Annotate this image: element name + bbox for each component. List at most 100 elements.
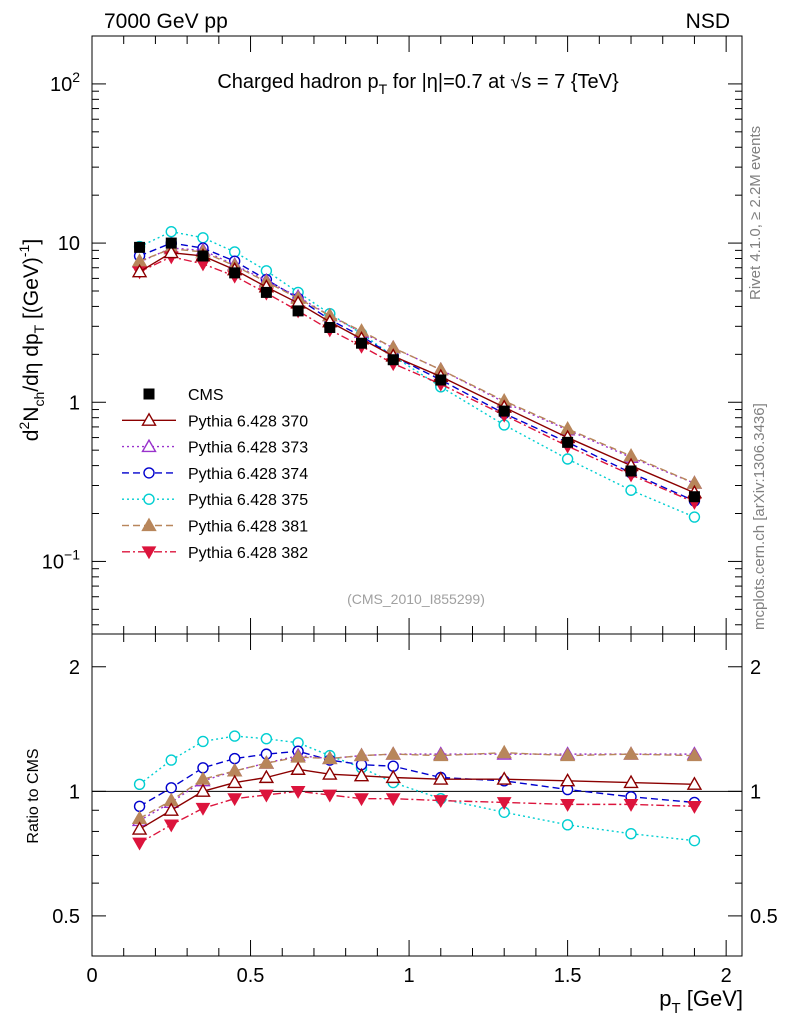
data-point-s375 <box>688 511 701 523</box>
legend-label: Pythia 6.428 375 <box>188 492 308 509</box>
analysis-watermark: (CMS_2010_I855299) <box>347 591 485 607</box>
legend-marker <box>141 517 157 532</box>
data-point-s375 <box>625 484 637 496</box>
ratio-point-s375 <box>260 733 273 745</box>
legend-entry-s374: Pythia 6.428 374 <box>122 466 308 483</box>
ratio-series-s381 <box>131 744 703 825</box>
main-y-tick-label: 1 <box>69 392 80 414</box>
data-point-data <box>498 405 510 417</box>
legend-marker <box>141 546 157 560</box>
chart-title: Charged hadron pT for |η|=0.7 at √s = 7 … <box>217 71 619 97</box>
ratio-point-s370 <box>559 772 576 787</box>
ratio-point-s382 <box>385 793 401 807</box>
ratio-panel-frame <box>91 633 743 957</box>
ratio-point-s370 <box>163 802 179 816</box>
ratio-series-group <box>131 730 703 851</box>
data-point-data <box>260 286 272 298</box>
series-line-s374 <box>139 242 695 502</box>
ratio-point-s370 <box>385 769 401 784</box>
ratio-point-s374 <box>165 782 177 794</box>
ratio-point-s370 <box>290 761 306 775</box>
ratio-point-s382 <box>132 837 147 851</box>
legend-marker <box>143 493 155 505</box>
data-point-data <box>134 241 146 253</box>
legend-entry-s382: Pythia 6.428 382 <box>122 545 308 562</box>
ratio-y-tick-label: 1 <box>69 781 80 803</box>
ratio-point-s382 <box>496 797 512 810</box>
mcplots-label: mcplots.cern.ch [arXiv:1306.3436] <box>751 403 768 630</box>
ratio-point-s370 <box>353 767 370 782</box>
main-y-tick-label: 102 <box>50 69 80 96</box>
data-point-data <box>165 237 177 249</box>
legend-label: Pythia 6.428 381 <box>188 519 308 536</box>
ratio-point-s375 <box>197 735 209 748</box>
data-point-data <box>229 267 241 279</box>
ratio-point-s382 <box>163 819 179 833</box>
series-line-s373 <box>139 247 695 484</box>
data-point-s375 <box>228 246 241 258</box>
x-tick-label: 0.5 <box>237 965 265 987</box>
ratio-point-s370 <box>258 769 275 784</box>
ratio-point-s370 <box>226 774 243 789</box>
ratio-point-s382 <box>227 793 243 807</box>
data-point-data <box>387 354 399 366</box>
ratio-point-s381 <box>559 747 576 762</box>
data-point-data <box>435 374 447 386</box>
ratio-line-s382 <box>139 790 695 844</box>
ratio-point-s375 <box>561 819 574 831</box>
ratio-series-s375 <box>133 730 701 847</box>
ratio-y-axis-label: Ratio to CMS <box>25 748 42 843</box>
ratio-point-s375 <box>133 778 146 790</box>
data-point-s370 <box>163 244 179 259</box>
data-point-s375 <box>197 232 209 244</box>
ratio-point-s382 <box>322 789 338 803</box>
main-y-tick-label: 10−1 <box>42 546 80 573</box>
x-axis-label: pT [GeV] <box>659 986 743 1017</box>
ratio-point-s382 <box>623 798 639 812</box>
ratio-point-s370 <box>623 774 639 789</box>
legend-entry-data: CMS <box>143 387 224 404</box>
data-point-data <box>562 436 574 448</box>
data-point-data <box>324 321 336 333</box>
ratio-line-s381 <box>139 751 695 820</box>
ratio-y-tick-label: 2 <box>69 657 80 679</box>
legend-label: Pythia 6.428 374 <box>188 466 308 483</box>
ratio-series-s370 <box>131 761 703 835</box>
legend-marker <box>141 438 157 453</box>
data-point-s370 <box>131 263 148 278</box>
series-data <box>134 237 700 503</box>
x-tick-label: 0 <box>86 965 97 987</box>
ratio-point-s375 <box>688 834 701 847</box>
ratio-point-s382 <box>290 785 306 799</box>
x-tick-label: 2 <box>721 965 732 987</box>
main-series-group <box>131 225 703 523</box>
ratio-point-s374 <box>228 752 241 765</box>
data-point-data <box>356 337 368 349</box>
main-y-tick-label: 10 <box>58 233 80 255</box>
data-point-s375 <box>561 453 574 465</box>
main-y-axis-label: d2Nch/dη dpT [(GeV)-1] <box>16 239 47 441</box>
ratio-point-s381 <box>353 747 370 762</box>
ratio-point-s382 <box>259 789 274 803</box>
ratio-point-s382 <box>354 793 369 807</box>
ratio-point-s381 <box>385 746 401 760</box>
ratio-line-s375 <box>139 735 695 842</box>
ratio-point-s382 <box>433 795 449 809</box>
legend-marker <box>141 412 157 426</box>
ratio-y-tick-label-right: 2 <box>750 657 761 679</box>
header-right: NSD <box>686 10 730 33</box>
data-point-data <box>688 491 700 503</box>
ratio-point-s382 <box>560 798 575 812</box>
ratio-point-s381 <box>258 755 275 769</box>
series-line-s370 <box>139 251 695 494</box>
main-axis-ticks: 10−1 1 10 102 <box>42 35 742 634</box>
ratio-point-s374 <box>133 800 146 813</box>
ratio-y-tick-label-right: 0.5 <box>750 906 778 928</box>
legend-label: CMS <box>188 387 224 404</box>
ratio-point-s370 <box>496 771 512 785</box>
ratio-point-s381 <box>686 747 703 762</box>
ratio-point-s382 <box>687 800 702 814</box>
ratio-point-s381 <box>623 746 639 760</box>
legend-entry-s381: Pythia 6.428 381 <box>122 517 308 536</box>
ratio-point-s381 <box>433 747 449 762</box>
